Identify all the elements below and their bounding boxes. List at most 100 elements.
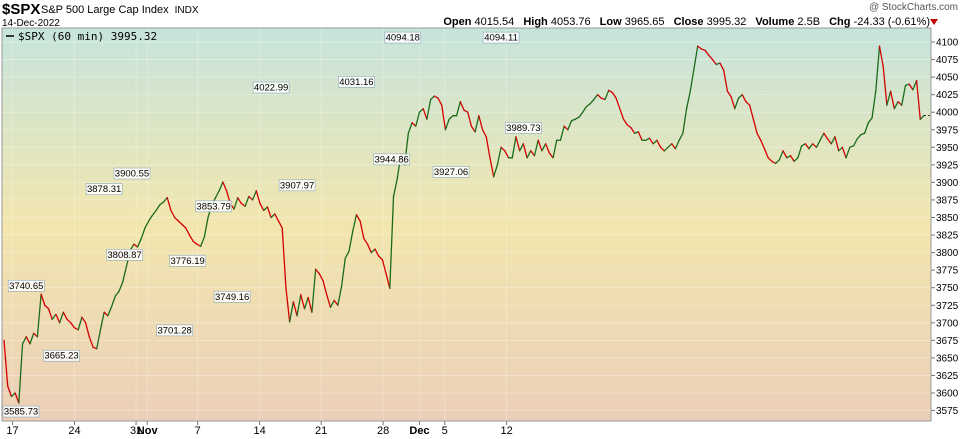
price-segment <box>815 139 821 148</box>
annotation-label: 3907.97 <box>280 180 314 191</box>
x-tick-label: 28 <box>377 425 389 437</box>
price-segment <box>478 115 484 131</box>
chg-down-arrow-icon <box>930 19 938 25</box>
price-segment <box>103 311 109 317</box>
price-segment <box>489 157 495 178</box>
price-segment <box>84 322 90 338</box>
price-segment <box>455 101 461 117</box>
price-segment <box>841 146 847 159</box>
price-segment <box>448 115 454 120</box>
y-tick-label: 3625 <box>936 371 959 382</box>
price-segment <box>296 294 302 317</box>
y-tick-label: 3850 <box>936 213 959 224</box>
annotation-label: 3927.06 <box>434 167 468 178</box>
price-segment <box>882 65 888 106</box>
price-segment <box>863 122 870 134</box>
price-segment <box>563 125 569 131</box>
price-segment <box>140 227 146 240</box>
annotation-label: 4094.18 <box>386 33 420 44</box>
price-segment <box>281 227 287 289</box>
price-segment <box>437 97 443 106</box>
x-tick-label: 17 <box>6 425 18 437</box>
price-segment <box>151 209 157 217</box>
high-label: High <box>523 16 548 28</box>
price-segment <box>314 268 320 275</box>
price-segment <box>411 122 417 127</box>
price-segment <box>901 84 907 106</box>
x-tick-label: 24 <box>68 425 80 437</box>
y-tick-label: 3650 <box>936 353 959 364</box>
price-segment <box>674 139 680 150</box>
price-segment <box>886 90 892 106</box>
price-segment <box>185 227 191 236</box>
y-tick-label: 3575 <box>936 406 959 417</box>
price-segment <box>767 157 773 162</box>
price-segment <box>752 118 758 134</box>
price-segment <box>559 125 565 141</box>
annotation-box <box>432 166 470 178</box>
price-segment <box>300 294 306 310</box>
price-segment <box>915 79 921 121</box>
price-segment <box>326 294 332 309</box>
price-segment <box>122 265 128 283</box>
price-segment <box>62 311 68 320</box>
price-segment <box>274 213 280 222</box>
price-segment <box>288 301 295 323</box>
price-segment <box>259 202 265 212</box>
volume-value: 2.5B <box>797 16 821 28</box>
annotation-label: 3749.16 <box>215 292 249 303</box>
price-segment <box>500 146 506 152</box>
price-segment <box>611 91 617 99</box>
y-tick-label: 3925 <box>936 160 959 171</box>
annotation-box <box>213 290 251 303</box>
price-segment <box>570 118 576 122</box>
price-segment <box>51 313 57 320</box>
annotation-label: 3585.73 <box>4 407 38 418</box>
price-segment <box>474 115 480 133</box>
price-segment <box>433 95 439 99</box>
price-segment <box>604 89 610 101</box>
annotation-box <box>252 81 290 94</box>
price-segment <box>77 316 83 331</box>
price-segment <box>619 108 625 120</box>
price-segment <box>244 195 250 207</box>
y-axis: 3575 3600 3625 3650 3675 3700 3725 3750 3775 3800… <box>931 38 959 417</box>
annotation-label: 3740.65 <box>9 281 43 292</box>
price-segment <box>55 313 61 324</box>
x-tick-label: 12 <box>501 425 513 437</box>
price-segment <box>181 223 187 229</box>
price-segment <box>656 139 662 148</box>
annotation-box <box>505 122 542 134</box>
price-segment <box>58 311 65 324</box>
price-segment <box>33 332 39 338</box>
price-segment <box>834 136 840 152</box>
price-segment <box>25 336 31 345</box>
price-segment <box>73 327 79 331</box>
price-segment <box>285 287 291 323</box>
price-segment <box>838 146 844 152</box>
exchange-label: INDX <box>174 5 199 16</box>
price-segment <box>118 281 124 292</box>
price-segment <box>381 258 387 275</box>
price-segment <box>693 45 699 70</box>
price-segment <box>378 255 384 261</box>
y-tick-label: 3775 <box>936 266 959 277</box>
price-segment <box>496 146 502 166</box>
price-segment <box>678 132 684 141</box>
price-segment <box>355 214 361 222</box>
price-segment <box>875 45 881 92</box>
x-tick-label: 5 <box>442 425 448 437</box>
price-segment <box>173 216 180 222</box>
price-segment <box>159 201 165 206</box>
price-segment <box>110 295 116 308</box>
price-segment <box>723 69 729 92</box>
price-segment <box>218 181 224 192</box>
open-label: Open <box>443 16 472 28</box>
annotation-box <box>278 179 316 192</box>
y-tick-label: 3875 <box>936 195 959 206</box>
price-segment <box>107 306 113 317</box>
ohlc-summary: Open 4015.54 High 4053.76 Low 3965.65 Cl… <box>437 16 930 28</box>
price-segment <box>329 299 335 309</box>
price-segment <box>908 83 914 91</box>
price-segment <box>467 111 473 127</box>
